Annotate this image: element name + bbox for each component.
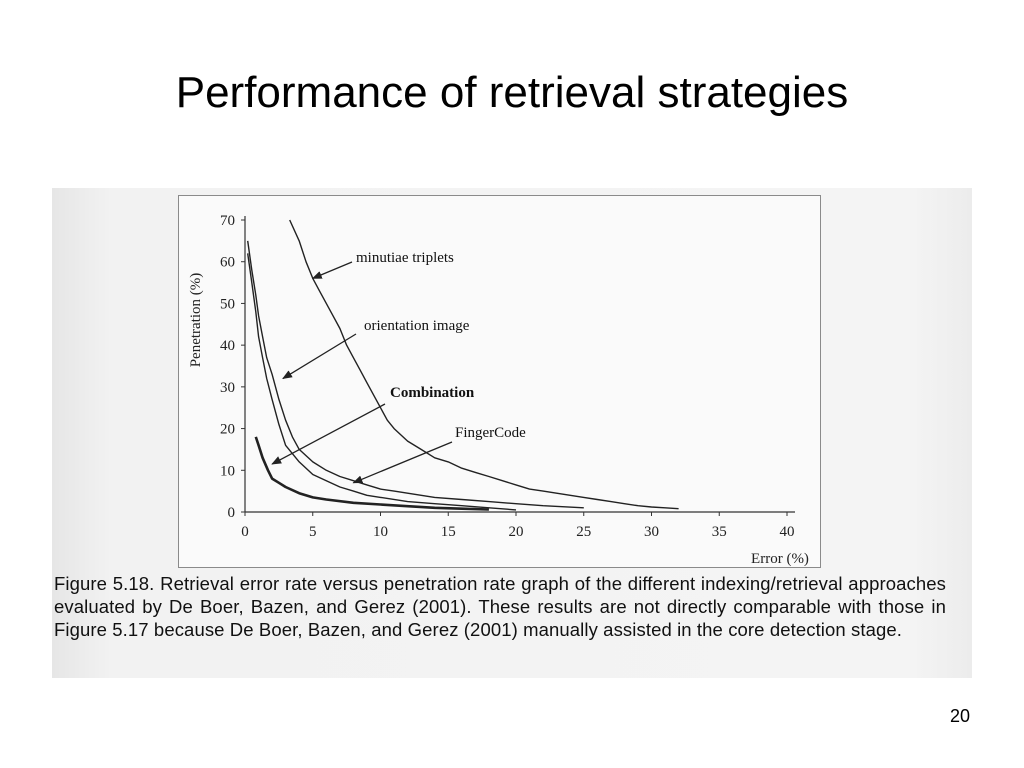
series-line-orientation-image: [247, 240, 584, 509]
y-tick-label: 70: [220, 213, 235, 229]
chart-ticks: 0 5 10 15 20 25 30 35 40 0 10 20 30 40 50 60 70: [220, 213, 795, 540]
x-tick-label: 20: [509, 524, 524, 540]
chart-axes: [244, 216, 795, 513]
series-line-minutiae-triplets: [289, 219, 679, 510]
annotation-arrow-minutiae-triplets: [311, 261, 353, 279]
x-tick-label: 30: [644, 524, 659, 540]
series-line-fingercode: [247, 253, 517, 511]
annotation-label-combination: Combination: [390, 385, 475, 401]
y-tick-label: 40: [220, 338, 235, 354]
x-tick-label: 0: [241, 524, 249, 540]
y-axis-label: Penetration (%): [188, 273, 204, 368]
y-tick-label: 10: [220, 463, 235, 479]
plot-frame: [178, 195, 821, 568]
y-tick-label: 20: [220, 422, 235, 438]
annotation-label-minutiae-triplets: minutiae triplets: [356, 250, 454, 266]
series-line-combination: [254, 436, 489, 511]
annotation-label-orientation-image: orientation image: [364, 318, 470, 334]
x-tick-label: 35: [712, 524, 727, 540]
x-tick-label: 5: [309, 524, 317, 540]
annotation-label-fingercode: FingerCode: [455, 425, 526, 441]
y-tick-label: 30: [220, 380, 235, 396]
x-tick-label: 25: [576, 524, 591, 540]
chart-annotations: minutiae triplets orientation image Combin…: [271, 250, 526, 484]
y-tick-label: 0: [228, 505, 236, 521]
x-axis-label: Error (%): [751, 551, 809, 567]
x-tick-label: 40: [780, 524, 795, 540]
y-tick-label: 50: [220, 296, 235, 312]
chart-series: [247, 219, 679, 511]
page-number: 20: [949, 706, 970, 726]
annotation-arrow-combination: [271, 403, 386, 465]
annotation-arrow-orientation-image: [282, 333, 357, 380]
slide-title: Performance of retrieval strategies: [175, 68, 849, 117]
x-tick-label: 10: [373, 524, 388, 540]
annotation-arrow-fingercode: [352, 441, 453, 484]
y-tick-label: 60: [220, 255, 235, 271]
figure-caption: Figure 5.18. Retrieval error rate versus…: [54, 573, 946, 640]
x-tick-label: 15: [441, 524, 456, 540]
